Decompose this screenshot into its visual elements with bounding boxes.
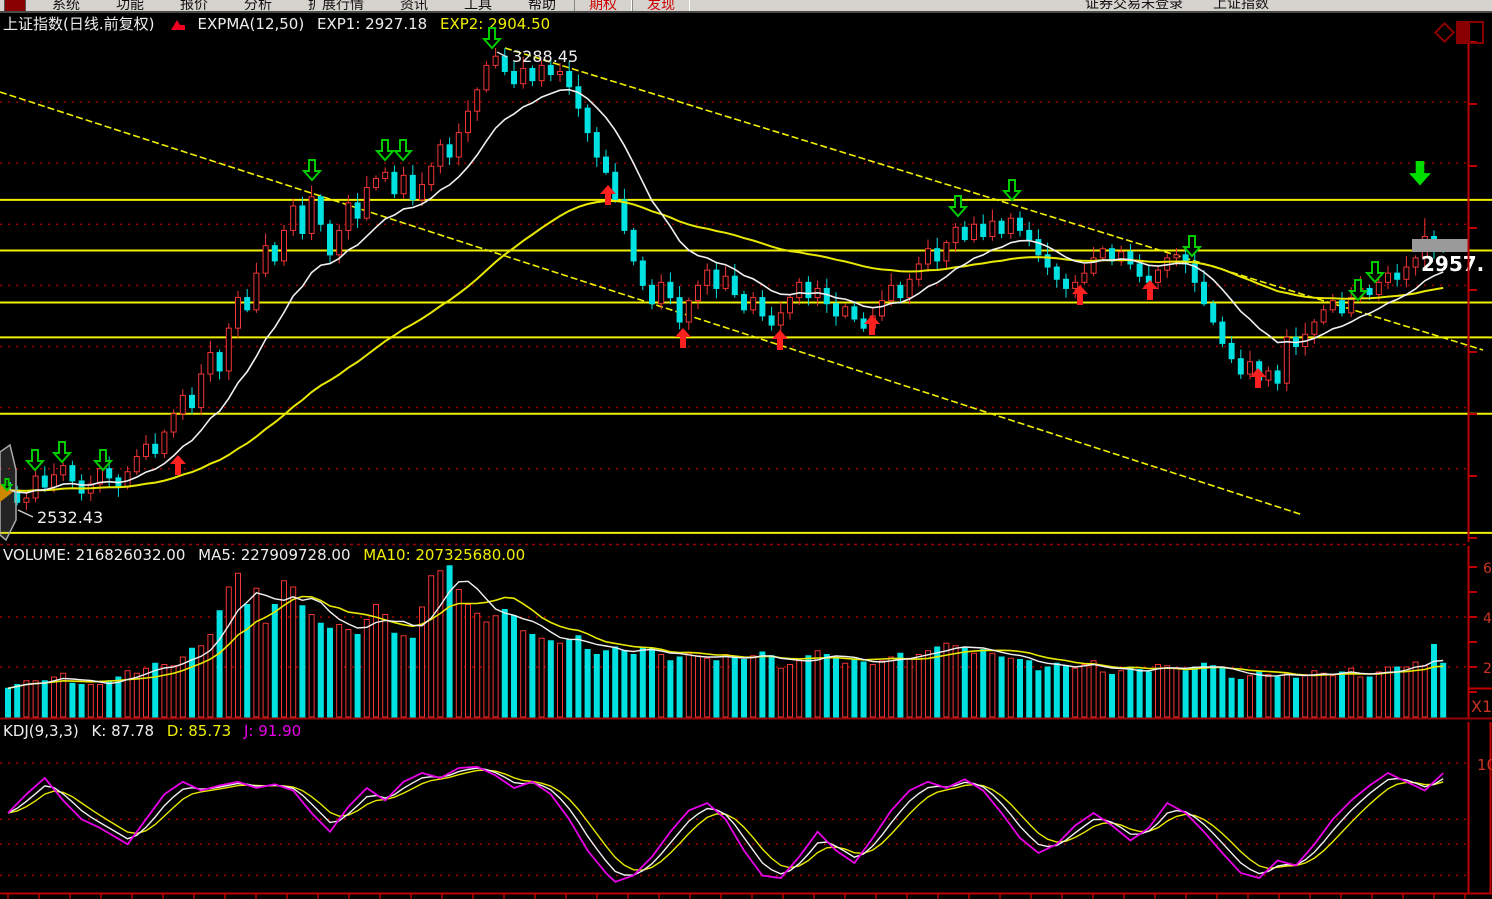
exp1-value: EXP1: 2927.18 — [316, 15, 428, 33]
volume-axis: 6 4 2 X1 — [0, 546, 1492, 720]
menu-separator — [0, 11, 1492, 13]
peak-price-label: 3288.45 — [512, 47, 578, 66]
exp2-value: EXP2: 2904.50 — [439, 15, 551, 33]
menu-item-6[interactable]: 工具 — [464, 0, 492, 11]
trough-price-label: 2532.43 — [37, 508, 103, 527]
kdj-axis-label: 100 — [1477, 756, 1492, 774]
kdj-label-row: KDJ(9,3,3) K: 87.78 D: 85.73 J: 91.90 — [3, 722, 309, 740]
yellow-trendlines — [0, 47, 1484, 516]
indicator-label[interactable]: EXPMA(12,50) — [197, 15, 305, 33]
menu-item-2[interactable]: 报价 — [180, 0, 208, 11]
current-price-label: 2957. — [1421, 252, 1484, 276]
kdj-d-value: D: 85.73 — [166, 722, 232, 740]
kdj-axis: 100 — [1467, 722, 1492, 893]
current-price-tag-box — [1412, 239, 1468, 252]
kdj-k-value: K: 87.78 — [91, 722, 155, 740]
svg-text:6: 6 — [1483, 561, 1492, 577]
menu-item-4[interactable]: 扩展行情 — [308, 0, 364, 11]
kdj-lines — [7, 765, 1444, 883]
menu-hot-item-0[interactable]: 期权 — [574, 0, 632, 11]
volume-value[interactable]: VOLUME: 216826032.00 — [3, 546, 186, 564]
menu-item-0[interactable]: 系统 — [52, 0, 80, 11]
yellow-horizontal-levels — [0, 198, 1492, 534]
symbol-title: 上证指数(日线.前复权) — [3, 15, 155, 33]
volume-scale-note: X1 — [1471, 697, 1492, 716]
status-text-1: 上证指数 — [1213, 0, 1269, 11]
volume-ma5-value: MA5: 227909728.00 — [198, 546, 351, 564]
svg-text:2: 2 — [1483, 661, 1492, 677]
kdj-title[interactable]: KDJ(9,3,3) — [3, 722, 79, 740]
volume-ma-lines — [7, 580, 1444, 690]
price-annotations: 3288.45 2532.43 2957. — [17, 47, 1484, 527]
candlestick-series — [5, 48, 1447, 510]
svg-text:4: 4 — [1483, 611, 1492, 627]
menu-item-1[interactable]: 功能 — [116, 0, 144, 11]
volume-ma10-value: MA10: 207325680.00 — [363, 546, 526, 564]
menu-item-7[interactable]: 帮助 — [528, 0, 556, 11]
expma-up-arrow-icon — [171, 20, 184, 30]
expma-up-arrow-stem — [179, 25, 185, 30]
status-text-0: 证券交易未登录 — [1085, 0, 1183, 11]
split-window-icon[interactable] — [1456, 21, 1484, 44]
menu-item-3[interactable]: 分析 — [244, 0, 272, 11]
volume-label-row: VOLUME: 216826032.00 MA5: 227909728.00 M… — [3, 546, 533, 564]
volume-bars — [5, 565, 1447, 718]
menu-item-5[interactable]: 资讯 — [400, 0, 428, 11]
left-flag-marker — [0, 443, 17, 542]
signal-arrows — [24, 27, 1432, 475]
price-axis — [1467, 24, 1477, 542]
menu-hot-item-1[interactable]: 发现 — [632, 0, 690, 11]
app-icon[interactable] — [4, 0, 26, 11]
chart-title-row: 上证指数(日线.前复权) EXPMA(12,50) EXP1: 2927.18 … — [3, 13, 558, 34]
kdj-gridlines — [0, 762, 1467, 877]
date-axis — [0, 892, 1492, 899]
expma-lines — [7, 88, 1444, 494]
menu-bar: 系统 功能 报价 分析 扩展行情 资讯 工具 帮助 期权 发现 证券交易未登录 上证指数 — [0, 0, 1492, 11]
kdj-j-value: J: 91.90 — [243, 722, 302, 740]
